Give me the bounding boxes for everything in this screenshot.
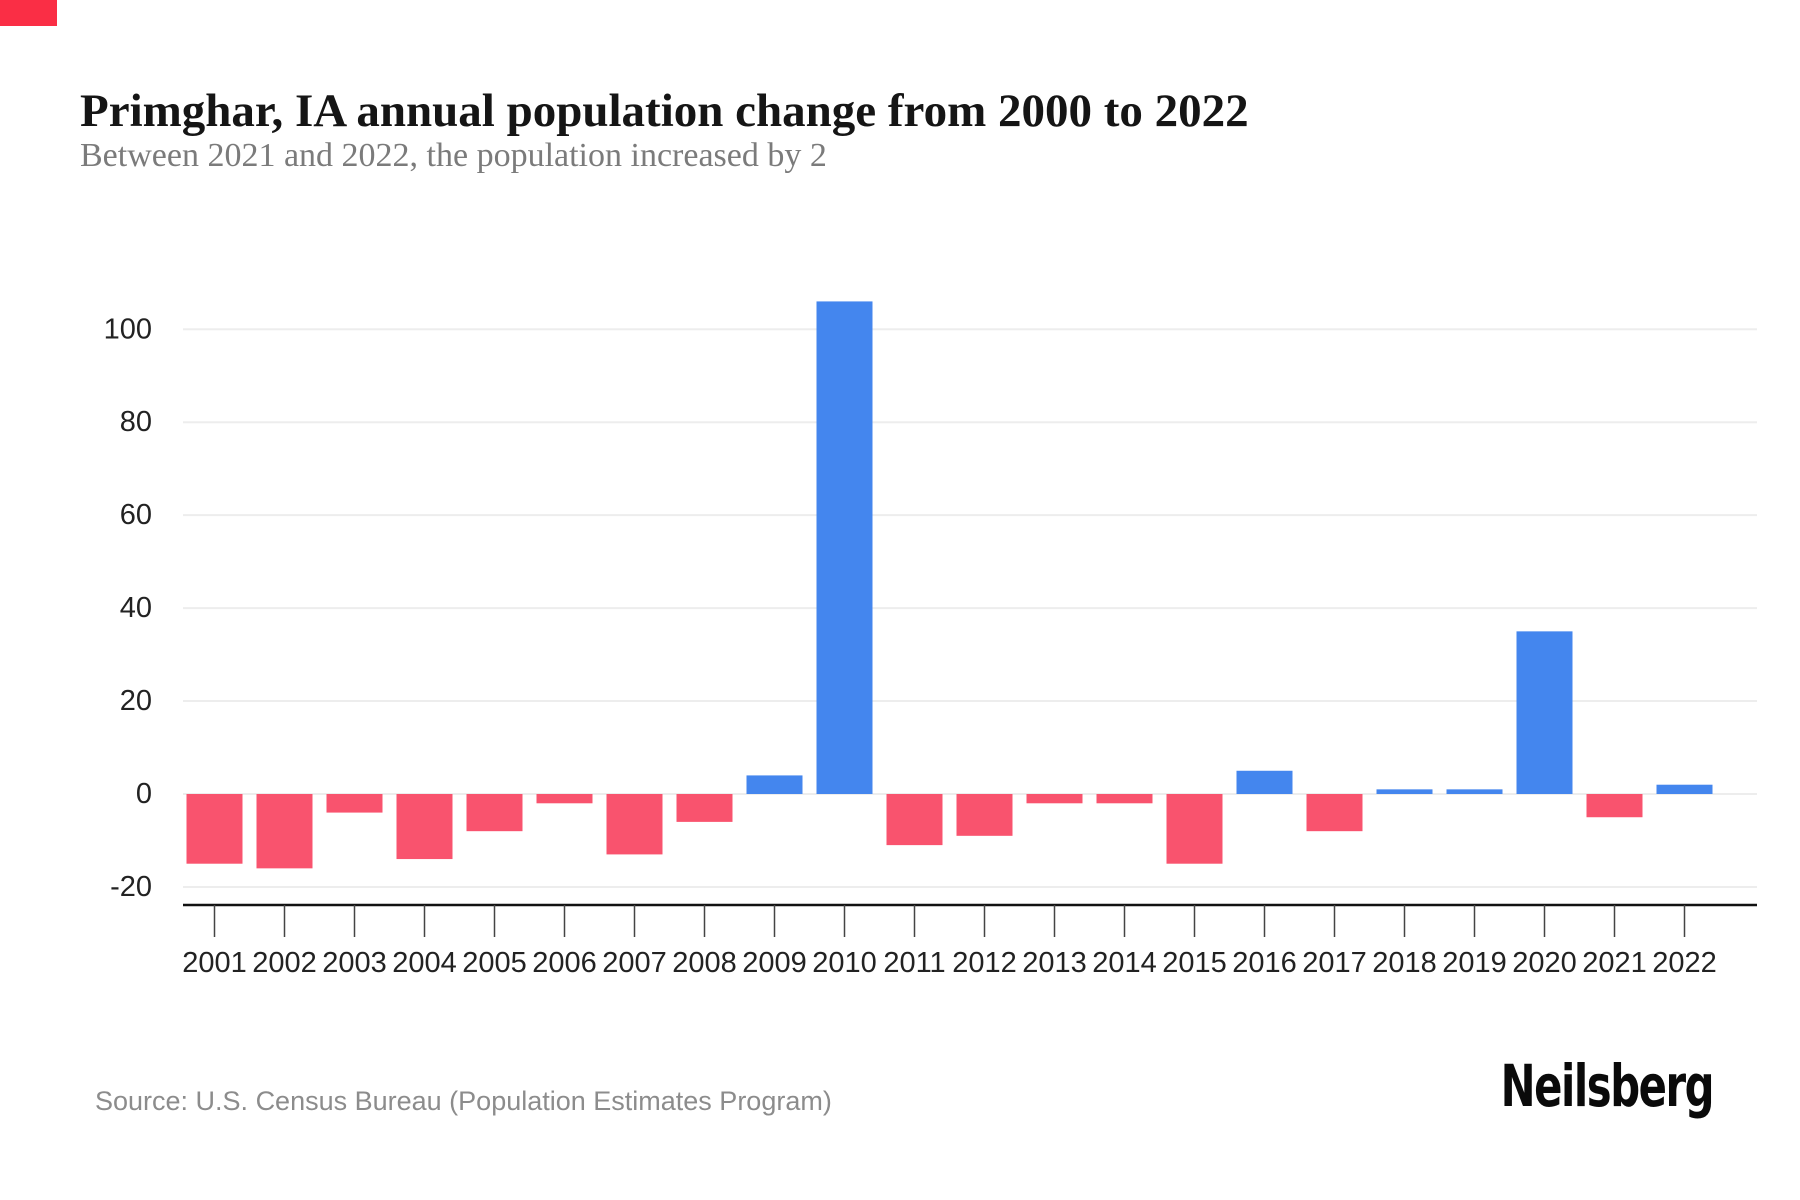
y-tick-label-100: 100 [104, 313, 152, 345]
bar-2020[interactable] [1516, 631, 1573, 794]
bar-2019[interactable] [1446, 789, 1503, 794]
bar-2001[interactable] [186, 794, 243, 864]
bar-2014[interactable] [1096, 794, 1153, 804]
y-tick-label-80: 80 [120, 406, 152, 438]
x-tick-label-2013: 2013 [1022, 947, 1087, 979]
bar-2013[interactable] [1026, 794, 1083, 804]
y-tick-label-60: 60 [120, 499, 152, 531]
bar-2022[interactable] [1656, 784, 1713, 794]
x-tick-label-2010: 2010 [812, 947, 877, 979]
x-tick-label-2017: 2017 [1302, 947, 1367, 979]
bar-2012[interactable] [956, 794, 1013, 836]
neilsberg-logo: Neilsberg [1500, 1052, 1714, 1120]
bar-2004[interactable] [396, 794, 453, 860]
chart-subtitle: Between 2021 and 2022, the population in… [80, 137, 827, 174]
corner-accent [0, 0, 57, 26]
x-tick-label-2018: 2018 [1372, 947, 1437, 979]
x-tick-label-2006: 2006 [532, 947, 597, 979]
bar-2007[interactable] [606, 794, 663, 855]
x-tick-label-2019: 2019 [1442, 947, 1507, 979]
x-tick-label-2011: 2011 [883, 947, 945, 979]
x-tick-label-2003: 2003 [322, 947, 387, 979]
bar-2018[interactable] [1376, 789, 1433, 794]
bar-2003[interactable] [326, 794, 383, 813]
x-tick-label-2005: 2005 [462, 947, 527, 979]
x-tick-label-2002: 2002 [252, 947, 317, 979]
x-tick-label-2015: 2015 [1162, 947, 1227, 979]
bar-2011[interactable] [886, 794, 943, 846]
x-tick-label-2014: 2014 [1092, 947, 1157, 979]
bar-2008[interactable] [676, 794, 733, 822]
bar-2009[interactable] [746, 775, 803, 794]
bar-2015[interactable] [1166, 794, 1223, 864]
bar-2002[interactable] [256, 794, 313, 869]
bar-2010[interactable] [816, 301, 873, 794]
y-tick-label-40: 40 [120, 592, 152, 624]
chart-title: Primghar, IA annual population change fr… [80, 85, 1249, 138]
y-tick-label-0: 0 [136, 778, 152, 810]
x-tick-label-2004: 2004 [392, 947, 457, 979]
x-tick-label-2009: 2009 [742, 947, 807, 979]
x-tick-label-2020: 2020 [1512, 947, 1577, 979]
x-tick-label-2008: 2008 [672, 947, 737, 979]
bar-2021[interactable] [1586, 794, 1643, 818]
x-tick-label-2001: 2001 [182, 947, 247, 979]
bar-2016[interactable] [1236, 770, 1293, 794]
bar-2006[interactable] [536, 794, 593, 804]
source-note: Source: U.S. Census Bureau (Population E… [95, 1086, 832, 1116]
y-tick-label-20: 20 [120, 685, 152, 717]
bar-2005[interactable] [466, 794, 523, 832]
x-tick-label-2007: 2007 [602, 947, 667, 979]
x-tick-label-2021: 2021 [1582, 947, 1647, 979]
bar-2017[interactable] [1306, 794, 1363, 832]
y-tick-label--20: -20 [110, 871, 152, 903]
x-tick-label-2012: 2012 [952, 947, 1017, 979]
x-tick-label-2022: 2022 [1652, 947, 1717, 979]
x-tick-label-2016: 2016 [1232, 947, 1297, 979]
